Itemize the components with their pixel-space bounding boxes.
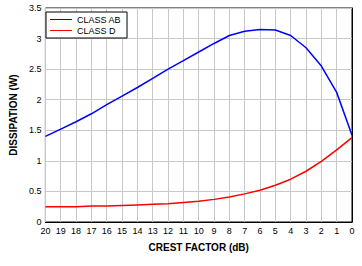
svg-text:8: 8 xyxy=(227,226,232,236)
svg-text:7: 7 xyxy=(242,226,247,236)
svg-text:2: 2 xyxy=(319,226,324,236)
svg-text:3.5: 3.5 xyxy=(29,3,42,13)
svg-text:4: 4 xyxy=(288,226,293,236)
svg-text:0: 0 xyxy=(36,217,42,227)
svg-text:DISSIPATION (W): DISSIPATION (W) xyxy=(8,74,19,155)
svg-text:11: 11 xyxy=(179,226,188,236)
svg-text:15: 15 xyxy=(117,226,127,236)
svg-text:1: 1 xyxy=(36,156,41,166)
svg-text:0.5: 0.5 xyxy=(29,186,42,196)
svg-text:1: 1 xyxy=(334,226,339,236)
svg-text:2.5: 2.5 xyxy=(29,64,42,74)
svg-text:5: 5 xyxy=(273,226,278,236)
svg-text:16: 16 xyxy=(102,226,112,236)
svg-text:12: 12 xyxy=(163,226,173,236)
svg-text:6: 6 xyxy=(258,226,263,236)
svg-text:19: 19 xyxy=(56,226,66,236)
svg-text:13: 13 xyxy=(148,226,158,236)
svg-text:17: 17 xyxy=(86,226,96,236)
svg-text:3: 3 xyxy=(304,226,309,236)
svg-text:18: 18 xyxy=(71,226,81,236)
svg-text:20: 20 xyxy=(40,226,50,236)
svg-text:CLASS D: CLASS D xyxy=(77,26,116,36)
svg-text:9: 9 xyxy=(212,226,217,236)
svg-text:2: 2 xyxy=(36,95,41,105)
svg-text:3: 3 xyxy=(36,34,41,44)
svg-text:1.5: 1.5 xyxy=(29,125,42,135)
svg-text:10: 10 xyxy=(194,226,204,236)
svg-text:0: 0 xyxy=(349,226,354,236)
svg-text:CREST FACTOR (dB): CREST FACTOR (dB) xyxy=(149,242,249,253)
svg-text:CLASS AB: CLASS AB xyxy=(77,15,121,25)
svg-text:14: 14 xyxy=(132,226,142,236)
